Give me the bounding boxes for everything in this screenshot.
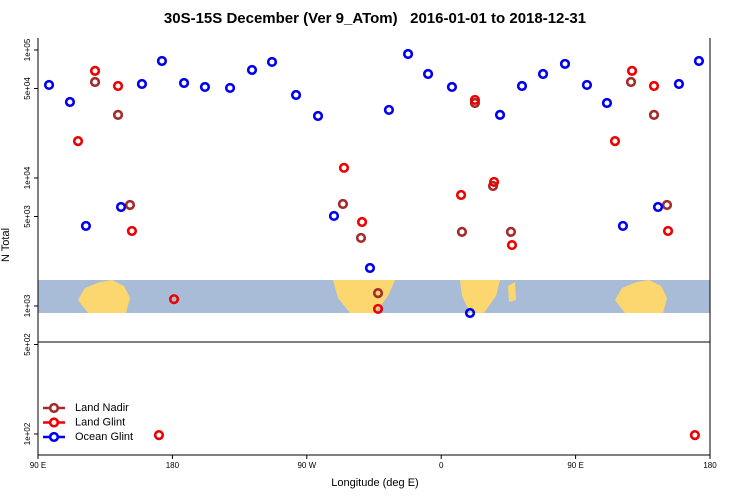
point: [312, 110, 324, 122]
y-tick-label: 5e+04: [23, 77, 32, 100]
point: [456, 226, 468, 237]
point: [364, 262, 376, 274]
point: [662, 225, 674, 237]
point: [43, 79, 55, 91]
point: [112, 109, 124, 120]
point: [516, 80, 528, 92]
point: [559, 58, 571, 70]
point: [506, 239, 518, 251]
point: [290, 89, 302, 101]
point: [72, 136, 84, 147]
point: [153, 429, 165, 441]
y-tick-label: 1e+03: [23, 294, 32, 317]
x-tick-label: 90 E: [567, 461, 583, 470]
point: [469, 94, 481, 106]
y-tick-label: 5e+02: [23, 333, 32, 356]
point: [455, 189, 467, 201]
point: [372, 288, 384, 299]
point: [224, 82, 236, 94]
point: [625, 76, 637, 88]
point: [494, 109, 506, 120]
x-tick-label: 90 E: [30, 461, 46, 470]
point: [402, 48, 414, 60]
point: [673, 78, 685, 90]
point: [80, 220, 92, 232]
x-tick-label: 180: [703, 461, 717, 470]
point: [652, 201, 664, 213]
point: [338, 162, 350, 173]
point: [89, 65, 101, 77]
point: [124, 199, 136, 211]
point: [648, 109, 660, 120]
x-tick-label: 90 W: [297, 461, 316, 470]
point: [246, 64, 258, 76]
legend-marker: [48, 402, 60, 414]
point: [689, 429, 701, 441]
point: [446, 81, 458, 93]
y-tick-label: 1e+05: [23, 38, 32, 61]
point: [168, 294, 180, 305]
point: [136, 78, 148, 90]
point: [505, 226, 517, 237]
point: [488, 176, 500, 188]
legend-label: Land Nadir: [75, 402, 129, 414]
point: [89, 76, 101, 88]
point: [64, 96, 76, 108]
point: [464, 307, 476, 319]
point: [617, 220, 629, 232]
point: [383, 104, 395, 116]
legend-label: Ocean Glint: [75, 431, 133, 443]
chart-title: 30S-15S December (Ver 9_ATom) 2016-01-01…: [164, 10, 586, 27]
point: [355, 232, 367, 244]
point: [601, 97, 613, 109]
point: [199, 81, 211, 93]
point: [581, 79, 593, 91]
y-axis-label: N Total: [0, 228, 12, 262]
point: [661, 199, 673, 211]
point: [328, 210, 340, 222]
point: [609, 136, 621, 147]
point: [156, 55, 168, 67]
point: [537, 68, 549, 80]
y-tick-label: 5e+03: [23, 205, 32, 228]
point: [693, 55, 705, 67]
point: [626, 65, 638, 77]
point: [115, 201, 127, 213]
point: [112, 80, 124, 92]
x-axis-label: Longitude (deg E): [331, 477, 418, 489]
legend-marker: [48, 431, 60, 443]
point: [648, 80, 660, 92]
x-tick-label: 180: [166, 461, 180, 470]
point: [178, 77, 190, 89]
legend-marker: [48, 417, 60, 428]
point: [356, 216, 368, 228]
point: [372, 303, 384, 315]
y-tick-label: 1e+04: [23, 166, 32, 189]
x-tick-label: 0: [439, 461, 444, 470]
point: [337, 198, 349, 210]
point: [422, 68, 434, 80]
y-tick-label: 1e+02: [23, 422, 32, 445]
point: [126, 225, 138, 237]
legend-label: Land Glint: [75, 416, 125, 428]
point: [266, 56, 278, 68]
